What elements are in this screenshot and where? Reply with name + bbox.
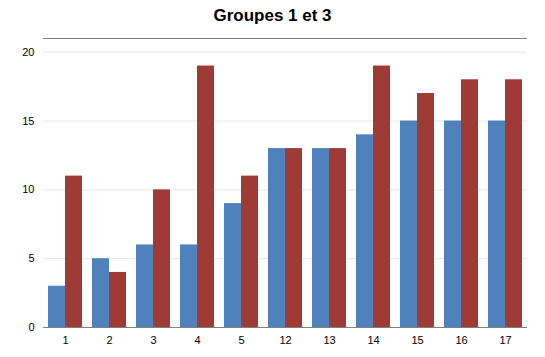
svg-text:13: 13: [323, 334, 335, 346]
svg-text:0: 0: [28, 321, 34, 333]
svg-text:15: 15: [411, 334, 423, 346]
svg-text:10: 10: [22, 183, 34, 195]
svg-text:1: 1: [62, 334, 68, 346]
svg-text:14: 14: [367, 334, 379, 346]
svg-text:16: 16: [455, 334, 467, 346]
svg-text:5: 5: [28, 252, 34, 264]
svg-text:15: 15: [22, 115, 34, 127]
svg-text:17: 17: [499, 334, 511, 346]
svg-text:5: 5: [238, 334, 244, 346]
svg-text:4: 4: [194, 334, 200, 346]
html-text:Groupes 1 et 3: Groupes 1 et 3: [213, 6, 332, 25]
svg-text:2: 2: [106, 334, 112, 346]
svg-text:12: 12: [279, 334, 291, 346]
svg-text:3: 3: [150, 334, 156, 346]
svg-text:20: 20: [22, 46, 34, 58]
